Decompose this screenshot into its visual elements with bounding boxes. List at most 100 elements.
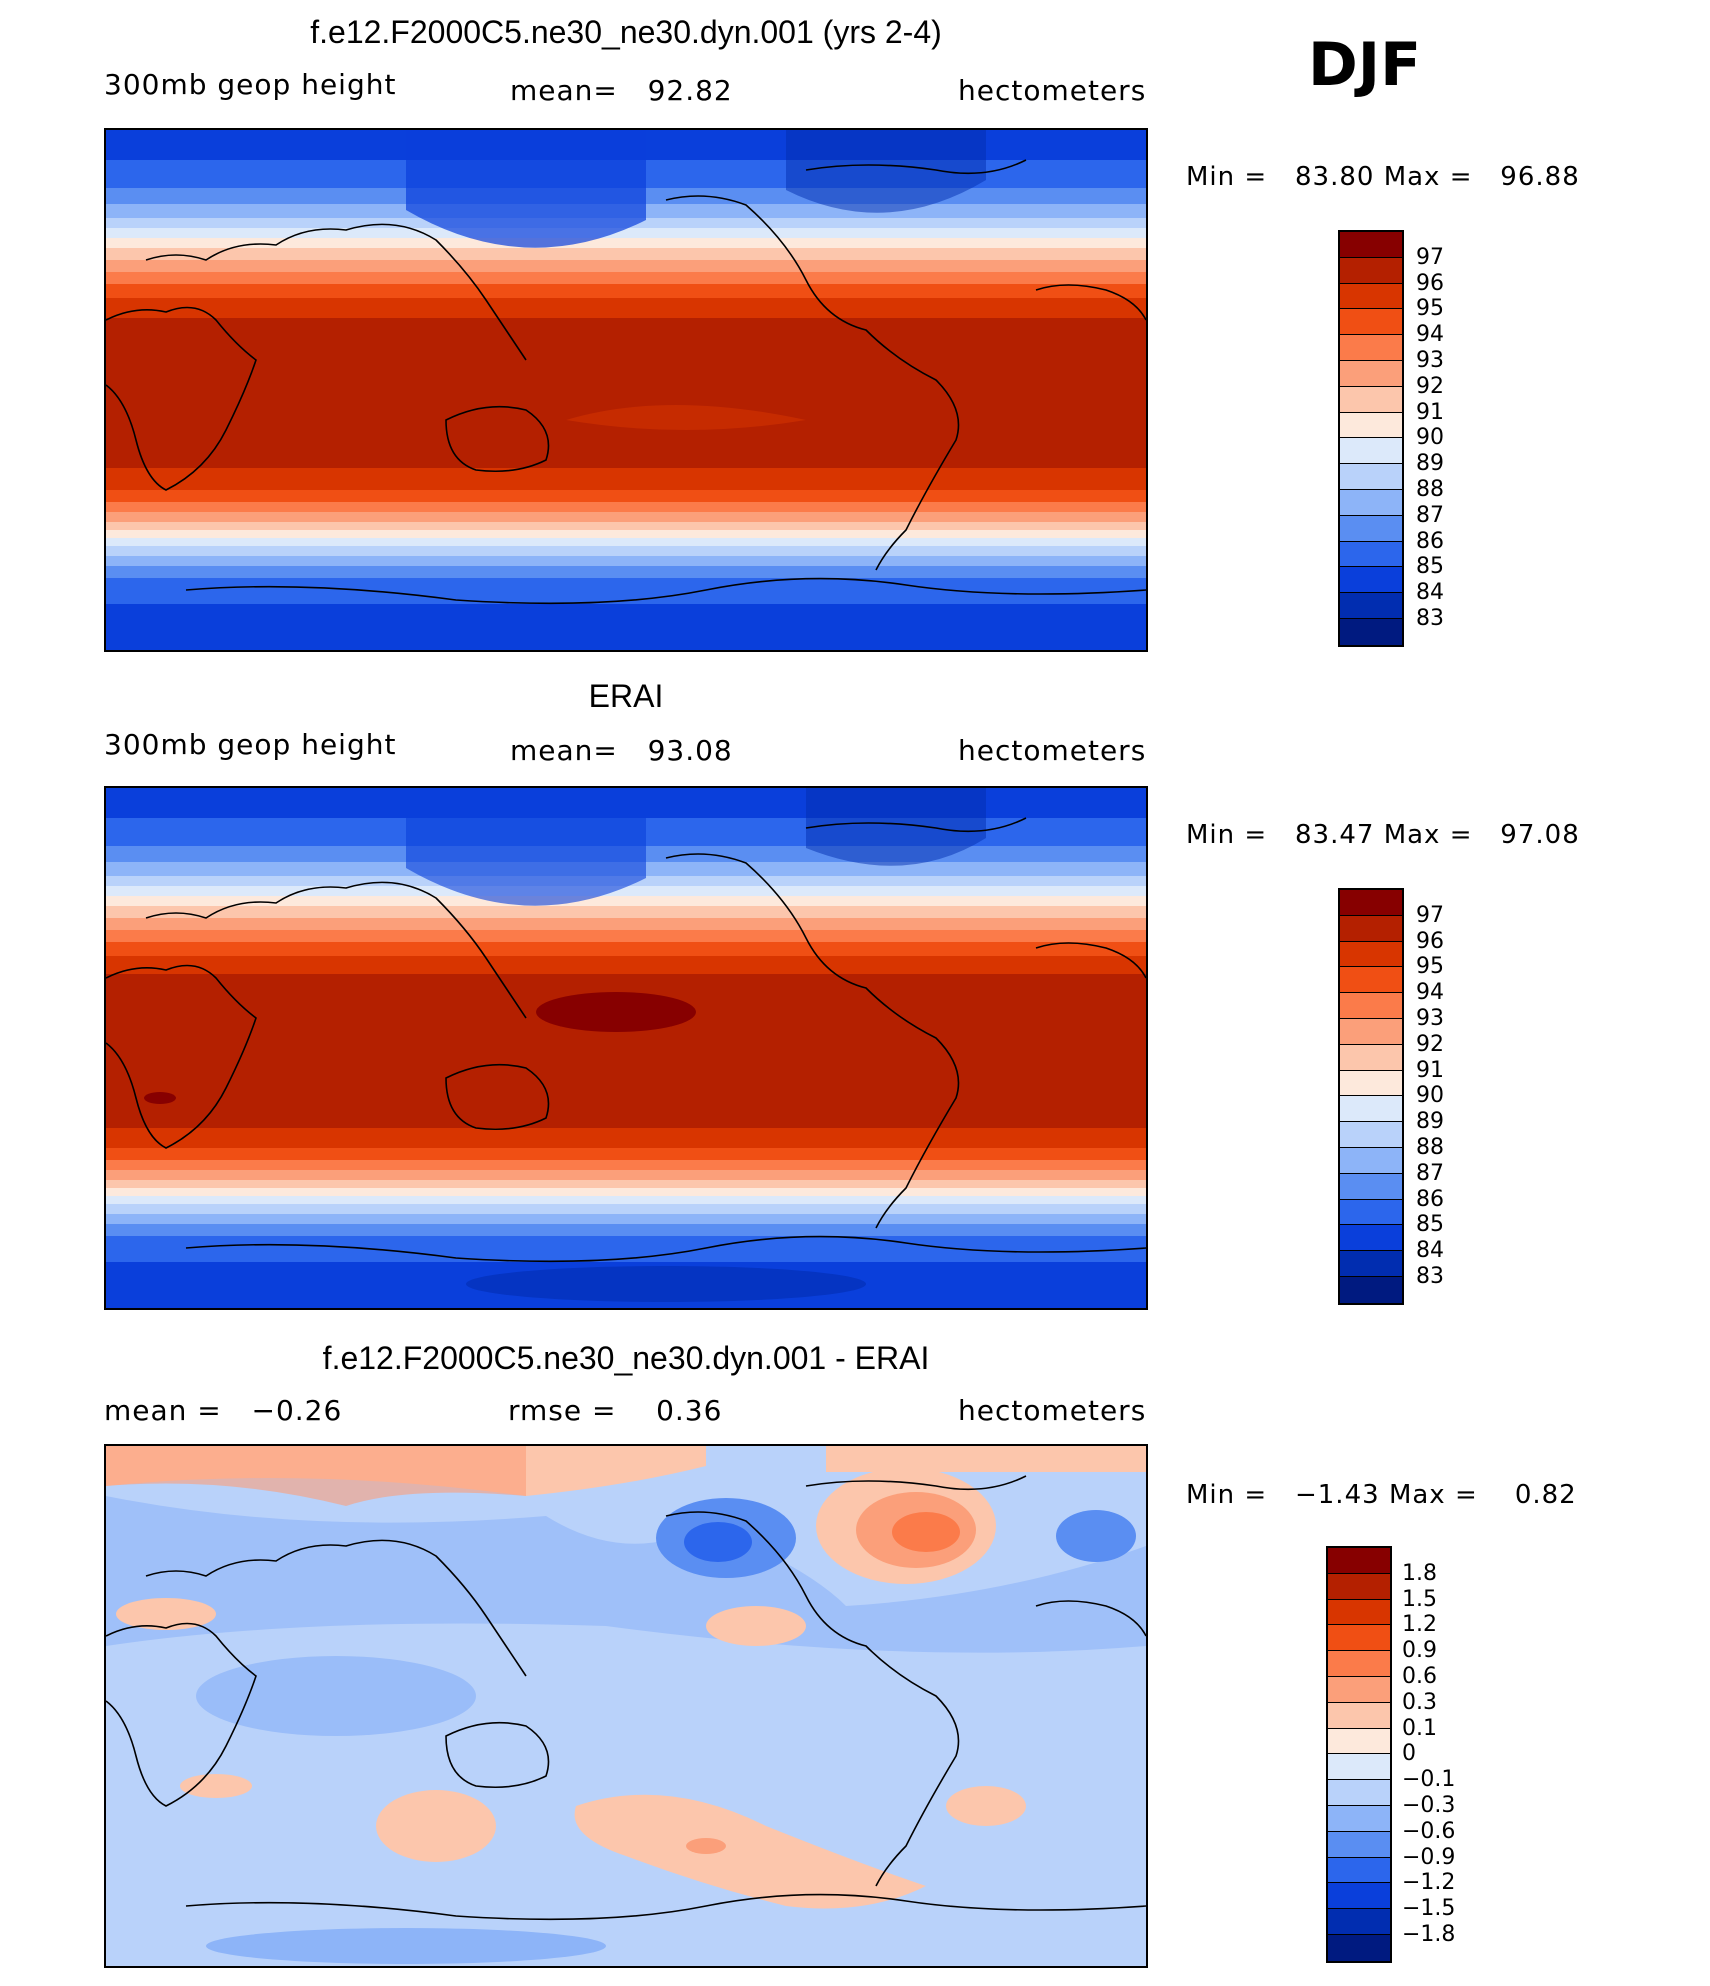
band [106, 578, 1146, 604]
colorbar-label: 84 [1416, 1238, 1444, 1264]
band [106, 1180, 1146, 1188]
band [106, 318, 1146, 468]
colorbar-segment [1340, 890, 1402, 916]
colorbar-segment [1340, 360, 1402, 387]
panel1-minmax: Min = 83.80 Max = 96.88 [1186, 162, 1580, 192]
colorbar-segment [1340, 1147, 1402, 1174]
colorbar-segment [1340, 1044, 1402, 1071]
band [106, 896, 1146, 906]
colorbar-label: 96 [1416, 928, 1444, 954]
colorbar-label: 96 [1416, 270, 1444, 296]
panel1-map-svg [106, 130, 1146, 650]
colorbar-segment [1340, 1276, 1402, 1303]
band [106, 546, 1146, 556]
colorbar-label: 92 [1416, 1031, 1444, 1057]
band [106, 566, 1146, 578]
panel2-variable: 300mb geop height [104, 728, 397, 761]
colorbar-label: 94 [1416, 980, 1444, 1006]
colorbar-label: 91 [1416, 399, 1444, 425]
colorbar-label: 1.2 [1402, 1612, 1437, 1638]
band [106, 886, 1146, 896]
band [106, 1196, 1146, 1204]
band [106, 930, 1146, 942]
colorbar-segment [1328, 1728, 1390, 1755]
panel1-mean-label: mean= [510, 74, 618, 107]
colorbar-segment [1340, 464, 1402, 490]
colorbar-segment [1340, 993, 1402, 1019]
panel1-bands [106, 130, 1146, 650]
colorbar-label: −0.1 [1402, 1767, 1456, 1793]
panel3-max-label: Max = [1388, 1480, 1478, 1510]
pos-south-pacific [574, 1794, 926, 1909]
panel3-map [104, 1444, 1148, 1968]
panel3-mean: mean = −0.26 [104, 1394, 342, 1427]
pos-south-core [686, 1838, 726, 1854]
neg-max-core [684, 1522, 752, 1562]
colorbar-segment [1340, 941, 1402, 968]
colorbar-segment [1328, 1857, 1390, 1884]
band [106, 248, 1146, 260]
band [106, 468, 1146, 490]
panel1-title: f.e12.F2000C5.ne30_ne30.dyn.001 (yrs 2-4… [310, 14, 942, 50]
band [106, 260, 1146, 272]
band [106, 284, 1146, 298]
min-south [466, 1266, 866, 1302]
colorbar-segment [1328, 1909, 1390, 1935]
colorbar-label: −0.3 [1402, 1793, 1456, 1818]
colorbar-segment [1328, 1883, 1390, 1910]
panel3-units: hectometers [958, 1394, 1147, 1427]
trough-america [806, 788, 986, 866]
colorbar-segment [1340, 915, 1402, 942]
colorbar-segment [1340, 1070, 1402, 1097]
panel3-title: f.e12.F2000C5.ne30_ne30.dyn.001 - ERAI [322, 1340, 930, 1376]
panel2-max-label: Max = [1383, 820, 1473, 850]
colorbar-segment [1340, 541, 1402, 568]
colorbar-segment [1340, 257, 1402, 284]
colorbar-label: 95 [1416, 296, 1444, 322]
colorbar-label: −0.6 [1402, 1818, 1456, 1844]
panel3-rmse: rmse = 0.36 [508, 1394, 722, 1427]
colorbar-label: 83 [1416, 1264, 1444, 1289]
band [106, 604, 1146, 650]
colorbar-segment [1328, 1548, 1390, 1574]
colorbar-segment [1340, 438, 1402, 465]
band [106, 1236, 1146, 1262]
band [106, 298, 1146, 318]
panel1-units: hectometers [958, 74, 1147, 107]
band [106, 1204, 1146, 1214]
pos-south-indian [376, 1790, 496, 1862]
panel3-coastlines [106, 1475, 1146, 1921]
colorbar-segment [1328, 1805, 1390, 1832]
band [106, 1188, 1146, 1196]
colorbar-label: 90 [1416, 1083, 1444, 1109]
colorbar-label: 85 [1416, 554, 1444, 580]
neg-mid [196, 1656, 476, 1736]
neg-east [1056, 1510, 1136, 1562]
panel3-min-value: −1.43 [1294, 1480, 1380, 1510]
colorbar-label: 0.1 [1402, 1715, 1437, 1741]
colorbar-label: 86 [1416, 528, 1444, 554]
max-africa [144, 1092, 176, 1104]
colorbar-label: 93 [1416, 348, 1444, 373]
colorbar-segment [1340, 489, 1402, 516]
panel2-max-value: 97.08 [1500, 820, 1580, 850]
region [106, 1496, 1146, 1653]
colorbar-label: −1.8 [1402, 1922, 1456, 1947]
colorbar-segment [1328, 1651, 1390, 1677]
colorbar-label: 92 [1416, 373, 1444, 399]
colorbar-segment [1340, 1122, 1402, 1148]
colorbar-segment [1340, 1018, 1402, 1045]
panel2-title: ERAI [588, 678, 664, 714]
band [106, 490, 1146, 502]
colorbar-segment [1340, 412, 1402, 439]
band [106, 918, 1146, 930]
colorbar-label: 0 [1402, 1741, 1416, 1767]
colorbar-segment [1340, 335, 1402, 361]
panel2-map [104, 786, 1148, 1310]
colorbar-label: 87 [1416, 502, 1444, 528]
colorbar-label: 97 [1416, 902, 1444, 928]
pos-pacific [706, 1606, 806, 1646]
pos-west [116, 1598, 216, 1630]
panel3-colorbar-box [1326, 1546, 1392, 1963]
colorbar-label: 97 [1416, 244, 1444, 270]
